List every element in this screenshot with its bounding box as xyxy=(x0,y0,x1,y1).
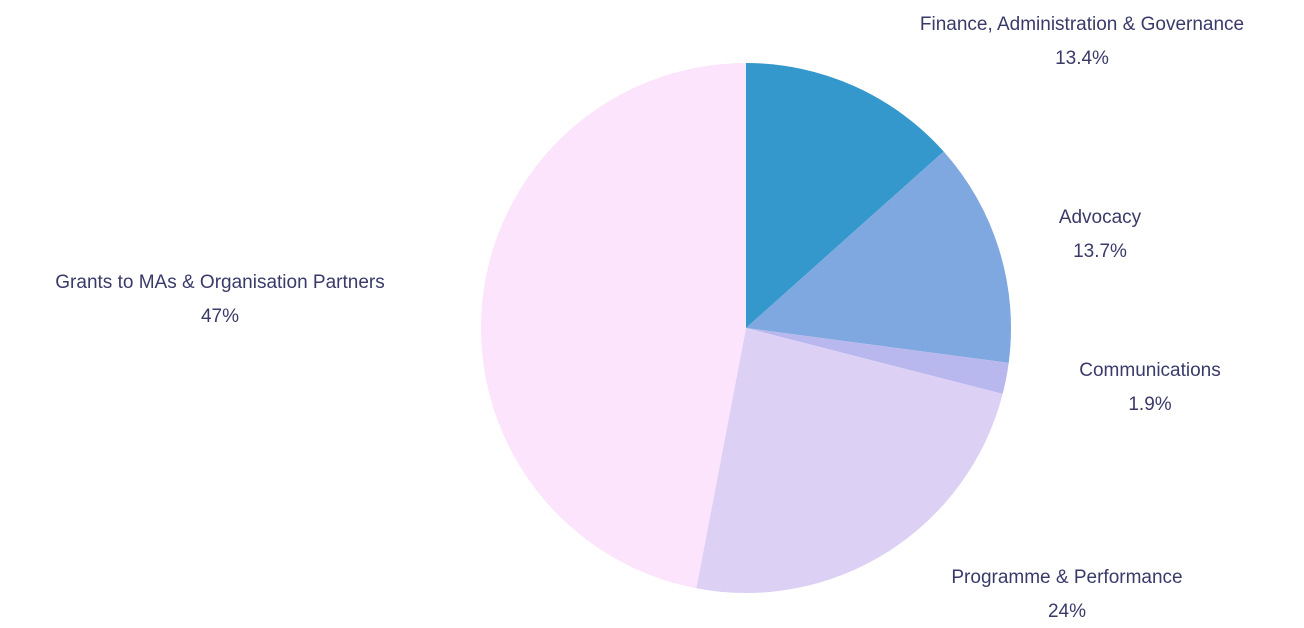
pie-slice xyxy=(746,151,1012,363)
pie-slice xyxy=(481,63,746,589)
pie-slice xyxy=(746,328,1009,394)
pie-slice xyxy=(746,63,944,328)
slice-value-label: 13.7% xyxy=(1073,241,1127,262)
slice-value-label: 13.4% xyxy=(1055,48,1109,69)
slice-label: Communications xyxy=(1079,360,1221,381)
slice-value-label: 1.9% xyxy=(1128,394,1171,415)
pie-slice xyxy=(696,328,1003,593)
slice-value-label: 47% xyxy=(201,306,239,327)
slice-label: Programme & Performance xyxy=(951,567,1182,588)
slice-label: Finance, Administration & Governance xyxy=(920,14,1244,35)
slice-label: Grants to MAs & Organisation Partners xyxy=(55,272,384,293)
slice-label: Advocacy xyxy=(1059,207,1142,228)
slice-value-label: 24% xyxy=(1048,601,1086,622)
